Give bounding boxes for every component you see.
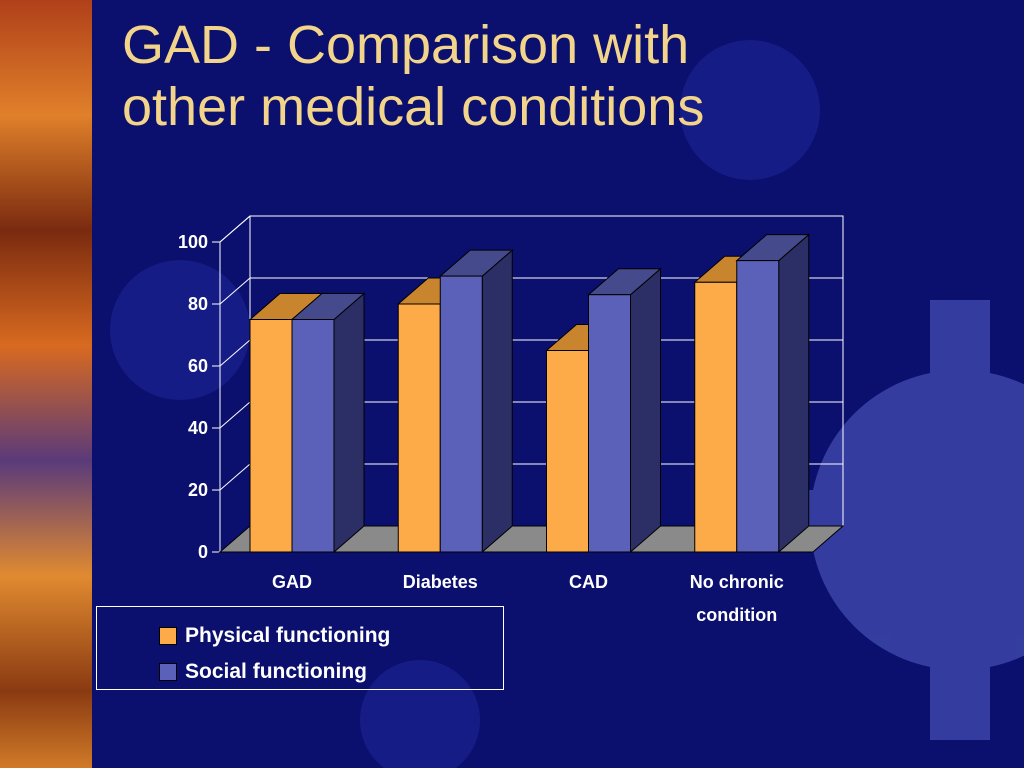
- bar-side-face: [778, 233, 810, 554]
- y-tick-label: 0: [198, 542, 208, 562]
- y-tick-label: 60: [188, 356, 208, 376]
- slide-title-line-2: other medical conditions: [122, 77, 705, 137]
- legend-item-social: Social functioning: [159, 660, 367, 684]
- legend-label-physical: Physical functioning: [185, 624, 391, 647]
- y-tick-label: 100: [178, 232, 208, 252]
- slide-title: GAD - Comparison with other medical cond…: [122, 14, 1002, 138]
- bar-side-face: [630, 267, 661, 554]
- gridline-side: [219, 463, 251, 491]
- bar-social: [439, 275, 483, 553]
- bar-side-face: [481, 249, 513, 554]
- bar-side-face: [333, 292, 365, 554]
- y-tick-label: 20: [188, 480, 208, 500]
- bar-physical: [397, 303, 441, 553]
- legend-item-physical: Physical functioning: [159, 624, 390, 648]
- decorative-left-strip: [0, 0, 92, 768]
- bar-social: [291, 319, 335, 553]
- slide-title-line-1: GAD - Comparison with: [122, 15, 690, 75]
- gear-decoration-small: [110, 40, 820, 768]
- legend-swatch-social: [159, 663, 177, 681]
- y-tick-label: 40: [188, 418, 208, 438]
- gridline-side: [219, 339, 251, 367]
- gridline-side: [219, 401, 251, 429]
- legend-label-social: Social functioning: [185, 660, 367, 683]
- bar-social: [736, 260, 780, 553]
- gridline-side: [219, 215, 251, 243]
- x-category-label: condition: [696, 605, 777, 625]
- legend-swatch-physical: [159, 627, 177, 645]
- bar-physical: [546, 350, 589, 553]
- x-category-label: GAD: [272, 572, 312, 592]
- x-category-label: Diabetes: [403, 572, 478, 592]
- gridline-side: [219, 277, 251, 305]
- bar-social: [588, 294, 631, 553]
- chart-legend: Physical functioning Social functioning: [96, 606, 504, 690]
- x-category-label: No chronic: [690, 572, 784, 592]
- y-tick-label: 80: [188, 294, 208, 314]
- bar-physical: [249, 319, 293, 553]
- x-category-label: CAD: [569, 572, 608, 592]
- bar-physical: [694, 281, 738, 553]
